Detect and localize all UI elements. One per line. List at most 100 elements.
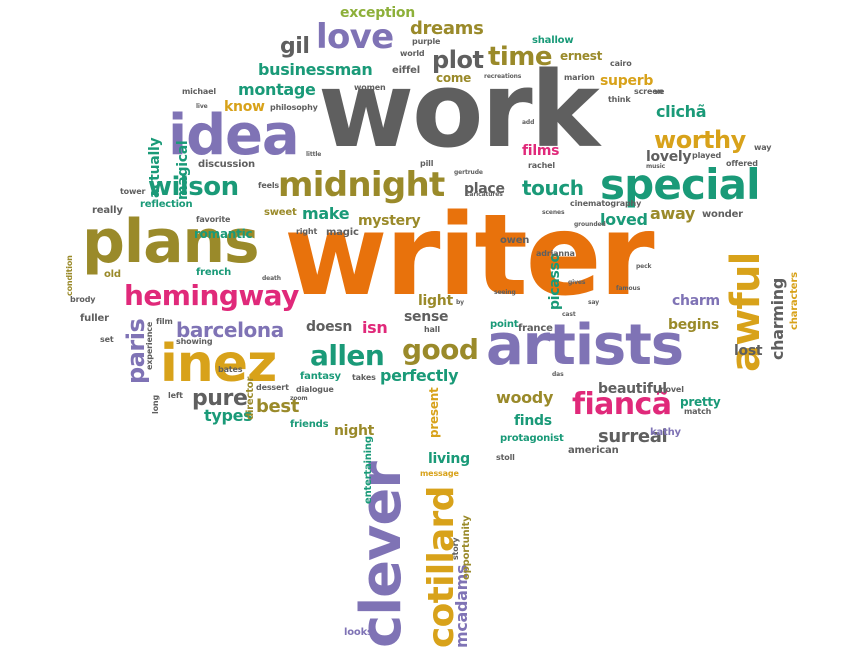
- cloud-word: entertaining: [363, 436, 374, 504]
- cloud-word: charming: [768, 277, 787, 360]
- cloud-word: film: [156, 317, 173, 326]
- cloud-word: recreations: [484, 73, 522, 80]
- cloud-word: gil: [280, 34, 310, 59]
- cloud-word: opportunity: [461, 515, 472, 580]
- cloud-word: finds: [514, 413, 552, 429]
- cloud-word: philosophy: [270, 103, 318, 112]
- cloud-word: friends: [290, 419, 329, 430]
- cloud-word: director: [245, 376, 256, 420]
- cloud-word: grounded: [574, 221, 606, 228]
- cloud-word: characters: [789, 272, 800, 330]
- cloud-word: tower: [120, 187, 146, 196]
- cloud-word: showing: [176, 337, 213, 346]
- cloud-word: michael: [182, 87, 216, 96]
- cloud-word: famous: [616, 285, 641, 292]
- cloud-word: cairo: [610, 59, 632, 68]
- cloud-word: doesn: [306, 319, 353, 335]
- cloud-word: best: [256, 396, 299, 417]
- cloud-word: make: [302, 204, 350, 223]
- cloud-word: left: [168, 391, 183, 400]
- cloud-word: begins: [668, 317, 719, 333]
- cloud-word: clichã: [656, 102, 707, 121]
- cloud-word: love: [316, 17, 394, 57]
- cloud-word: picasso: [547, 253, 563, 310]
- cloud-word: businessman: [258, 60, 373, 79]
- cloud-word: really: [92, 205, 123, 216]
- cloud-word: know: [224, 99, 265, 115]
- cloud-word: living: [428, 451, 470, 467]
- cloud-word: condition: [65, 255, 74, 296]
- cloud-word: experience: [145, 321, 154, 370]
- cloud-word: work: [318, 49, 600, 171]
- cloud-word: fuller: [80, 313, 109, 324]
- cloud-word: long: [151, 394, 160, 414]
- cloud-word: world: [400, 49, 425, 58]
- cloud-word: loved: [600, 210, 648, 229]
- cloud-word: pill: [420, 159, 434, 168]
- cloud-word: zoom: [290, 395, 308, 402]
- cloud-word: surreal: [598, 426, 668, 447]
- cloud-word: owen: [500, 235, 530, 246]
- cloud-word: allen: [310, 339, 385, 372]
- cloud-word: american: [568, 445, 619, 456]
- cloud-word: screen: [634, 87, 664, 96]
- cloud-word: little: [306, 151, 322, 158]
- cloud-word: pure: [192, 386, 248, 411]
- cloud-word: message: [420, 469, 459, 478]
- cloud-word: come: [436, 71, 472, 85]
- cloud-word: set: [100, 335, 114, 344]
- cloud-word: purple: [412, 37, 441, 46]
- cloud-word: ernest: [560, 49, 603, 63]
- cloud-word: discussion: [198, 159, 255, 170]
- cloud-word: women: [354, 83, 386, 92]
- cloud-word: marion: [564, 73, 595, 82]
- cloud-word: rachel: [528, 161, 555, 170]
- cloud-word: stoll: [496, 453, 515, 462]
- cloud-word: charm: [672, 293, 720, 309]
- cloud-word: fantasy: [300, 371, 341, 382]
- cloud-word: dessert: [256, 383, 289, 392]
- cloud-word: way: [754, 143, 772, 152]
- cloud-word: story: [451, 537, 460, 560]
- cloud-word: seeing: [494, 289, 516, 296]
- cloud-word: offered: [726, 159, 758, 168]
- cloud-word: dialogue: [296, 385, 334, 394]
- cloud-word: das: [552, 371, 564, 378]
- cloud-word: add: [522, 119, 535, 126]
- cloud-word: writer: [284, 191, 655, 321]
- cloud-word: light: [418, 293, 453, 309]
- cloud-word: death: [262, 275, 281, 282]
- cloud-word: hall: [424, 325, 440, 334]
- cloud-word: lovely: [646, 149, 692, 165]
- cloud-word: point: [490, 319, 519, 330]
- cloud-word: exception: [340, 5, 415, 21]
- cloud-word: superb: [600, 73, 654, 89]
- cloud-word: place: [464, 181, 505, 197]
- cloud-word: right: [296, 227, 318, 236]
- cloud-word: live: [196, 103, 208, 110]
- cloud-word: kathy: [650, 427, 681, 438]
- cloud-word: match: [684, 407, 712, 416]
- cloud-word: french: [196, 267, 232, 278]
- cloud-word: sweet: [264, 207, 297, 218]
- cloud-word: feels: [258, 181, 280, 190]
- cloud-word: magical: [175, 140, 191, 200]
- cloud-word: adrianna: [536, 249, 575, 258]
- cloud-word: peck: [636, 263, 652, 270]
- cloud-word: lost: [734, 343, 763, 359]
- cloud-word: good: [402, 333, 479, 366]
- cloud-word: films: [522, 143, 560, 159]
- cloud-word: novel: [660, 385, 684, 394]
- cloud-word: wilson: [148, 172, 239, 202]
- cloud-word: barcelona: [176, 318, 284, 342]
- cloud-word: brody: [70, 295, 96, 304]
- cloud-word: cast: [562, 311, 576, 318]
- cloud-word: actually: [147, 137, 163, 198]
- cloud-word: night: [334, 423, 375, 439]
- cloud-word: types: [204, 406, 253, 425]
- cloud-word: pretty: [680, 395, 721, 409]
- cloud-word: time: [488, 42, 553, 72]
- cloud-word: hemingway: [124, 279, 299, 312]
- cloud-word: old: [104, 269, 121, 280]
